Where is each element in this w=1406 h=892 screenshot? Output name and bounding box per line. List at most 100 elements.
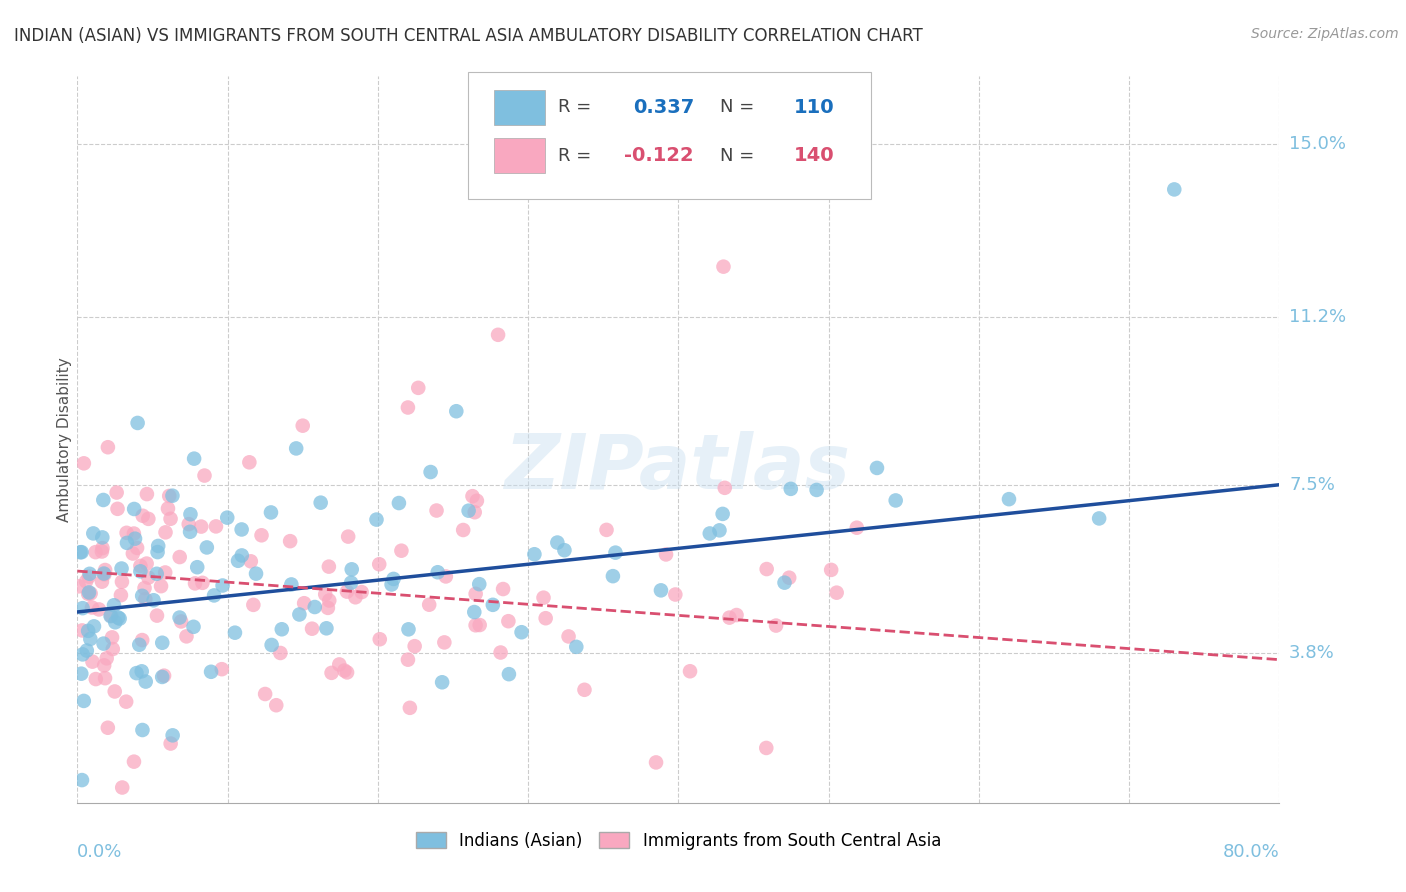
Immigrants from South Central Asia bbox=[131, 633, 153, 648]
Immigrants from South Central Asia bbox=[134, 592, 156, 607]
Immigrants from South Central Asia bbox=[101, 631, 124, 645]
Indians (Asian) bbox=[779, 482, 801, 496]
Indians (Asian) bbox=[131, 723, 153, 737]
Immigrants from South Central Asia bbox=[713, 481, 735, 495]
Indians (Asian) bbox=[340, 562, 363, 576]
Immigrants from South Central Asia bbox=[138, 571, 160, 585]
Indians (Asian) bbox=[79, 632, 101, 646]
Immigrants from South Central Asia bbox=[269, 646, 291, 660]
Immigrants from South Central Asia bbox=[825, 585, 848, 599]
Indians (Asian) bbox=[150, 636, 173, 650]
Indians (Asian) bbox=[131, 665, 153, 679]
Indians (Asian) bbox=[73, 694, 96, 708]
Immigrants from South Central Asia bbox=[70, 624, 93, 638]
Indians (Asian) bbox=[446, 404, 468, 418]
Indians (Asian) bbox=[280, 577, 302, 591]
Indians (Asian) bbox=[366, 512, 388, 526]
FancyBboxPatch shape bbox=[495, 89, 546, 125]
Indians (Asian) bbox=[148, 539, 170, 553]
Indians (Asian) bbox=[186, 560, 208, 574]
Immigrants from South Central Asia bbox=[368, 632, 391, 647]
Immigrants from South Central Asia bbox=[110, 588, 132, 602]
Immigrants from South Central Asia bbox=[778, 571, 800, 585]
Indians (Asian) bbox=[125, 666, 148, 681]
Indians (Asian) bbox=[260, 505, 283, 519]
Immigrants from South Central Asia bbox=[498, 614, 520, 628]
Immigrants from South Central Asia bbox=[84, 545, 107, 559]
Immigrants from South Central Asia bbox=[595, 523, 617, 537]
Text: ZIPatlas: ZIPatlas bbox=[505, 432, 852, 506]
Indians (Asian) bbox=[546, 535, 568, 549]
Immigrants from South Central Asia bbox=[725, 607, 748, 622]
Indians (Asian) bbox=[146, 545, 169, 559]
Immigrants from South Central Asia bbox=[90, 544, 112, 558]
Indians (Asian) bbox=[83, 619, 105, 633]
Immigrants from South Central Asia bbox=[451, 523, 474, 537]
Immigrants from South Central Asia bbox=[637, 123, 659, 137]
Indians (Asian) bbox=[998, 492, 1021, 507]
Immigrants from South Central Asia bbox=[177, 517, 200, 532]
Indians (Asian) bbox=[79, 566, 101, 581]
Immigrants from South Central Asia bbox=[755, 562, 778, 576]
Immigrants from South Central Asia bbox=[533, 591, 555, 605]
Immigrants from South Central Asia bbox=[396, 653, 419, 667]
Immigrants from South Central Asia bbox=[132, 508, 155, 523]
Immigrants from South Central Asia bbox=[316, 600, 339, 615]
Indians (Asian) bbox=[553, 543, 575, 558]
Indians (Asian) bbox=[523, 547, 546, 561]
Indians (Asian) bbox=[131, 589, 153, 603]
Immigrants from South Central Asia bbox=[314, 587, 336, 601]
Indians (Asian) bbox=[806, 483, 828, 497]
Immigrants from South Central Asia bbox=[111, 780, 134, 795]
Immigrants from South Central Asia bbox=[77, 569, 100, 583]
Immigrants from South Central Asia bbox=[93, 658, 115, 673]
Indians (Asian) bbox=[884, 493, 907, 508]
Immigrants from South Central Asia bbox=[406, 381, 429, 395]
Immigrants from South Central Asia bbox=[121, 547, 143, 561]
Indians (Asian) bbox=[135, 674, 157, 689]
Indians (Asian) bbox=[231, 523, 253, 537]
Indians (Asian) bbox=[195, 541, 218, 555]
Indians (Asian) bbox=[315, 621, 337, 635]
FancyBboxPatch shape bbox=[468, 72, 870, 200]
Indians (Asian) bbox=[419, 465, 441, 479]
Immigrants from South Central Asia bbox=[97, 440, 120, 454]
Immigrants from South Central Asia bbox=[79, 586, 101, 600]
Immigrants from South Central Asia bbox=[318, 559, 340, 574]
Immigrants from South Central Asia bbox=[336, 584, 359, 599]
Indians (Asian) bbox=[70, 545, 93, 559]
Immigrants from South Central Asia bbox=[301, 622, 323, 636]
Indians (Asian) bbox=[650, 583, 672, 598]
Text: 0.0%: 0.0% bbox=[77, 843, 122, 861]
Immigrants from South Central Asia bbox=[156, 501, 179, 516]
Immigrants from South Central Asia bbox=[135, 557, 157, 571]
Immigrants from South Central Asia bbox=[250, 528, 273, 542]
Immigrants from South Central Asia bbox=[404, 639, 426, 653]
Immigrants from South Central Asia bbox=[94, 671, 117, 685]
Text: 11.2%: 11.2% bbox=[1289, 308, 1347, 326]
Immigrants from South Central Asia bbox=[396, 401, 419, 415]
Text: R =: R = bbox=[558, 147, 598, 165]
Indians (Asian) bbox=[482, 598, 505, 612]
Indians (Asian) bbox=[1088, 511, 1111, 525]
Immigrants from South Central Asia bbox=[190, 519, 212, 533]
Indians (Asian) bbox=[605, 546, 627, 560]
Immigrants from South Central Asia bbox=[159, 512, 181, 526]
Immigrants from South Central Asia bbox=[845, 521, 868, 535]
Immigrants from South Central Asia bbox=[100, 608, 122, 623]
Immigrants from South Central Asia bbox=[153, 566, 176, 580]
Immigrants from South Central Asia bbox=[111, 574, 134, 589]
Immigrants from South Central Asia bbox=[765, 618, 787, 632]
Immigrants from South Central Asia bbox=[153, 668, 176, 682]
Immigrants from South Central Asia bbox=[344, 591, 367, 605]
Immigrants from South Central Asia bbox=[82, 655, 104, 669]
Immigrants from South Central Asia bbox=[464, 618, 486, 632]
Indians (Asian) bbox=[150, 670, 173, 684]
Indians (Asian) bbox=[866, 461, 889, 475]
Indians (Asian) bbox=[457, 504, 479, 518]
Immigrants from South Central Asia bbox=[337, 530, 360, 544]
Immigrants from South Central Asia bbox=[191, 575, 214, 590]
Immigrants from South Central Asia bbox=[242, 598, 264, 612]
Immigrants from South Central Asia bbox=[105, 485, 128, 500]
Immigrants from South Central Asia bbox=[264, 698, 287, 713]
